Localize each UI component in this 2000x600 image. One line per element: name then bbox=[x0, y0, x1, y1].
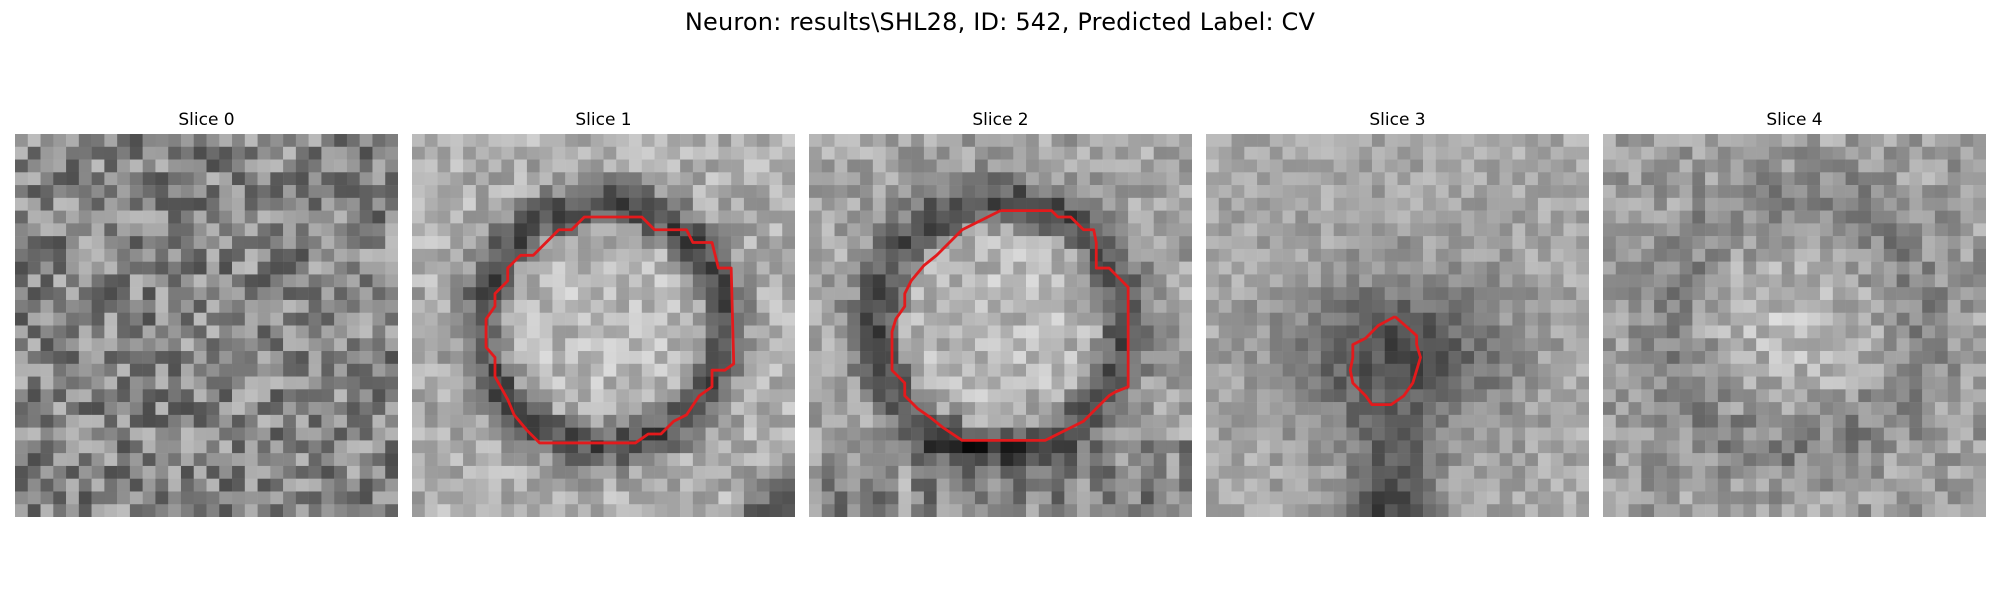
slice-title: Slice 1 bbox=[575, 110, 632, 130]
slice-image bbox=[809, 134, 1192, 517]
slice-panel-0: Slice 0 bbox=[15, 108, 398, 517]
slice-image bbox=[1603, 134, 1986, 517]
segmentation-contour bbox=[890, 209, 1130, 442]
slice-panel-2: Slice 2 bbox=[809, 108, 1192, 517]
slice-panel-3: Slice 3 bbox=[1206, 108, 1589, 517]
slice-image bbox=[15, 134, 398, 517]
slice-title: Slice 4 bbox=[1766, 110, 1823, 130]
segmentation-contour bbox=[484, 215, 736, 445]
slice-title: Slice 2 bbox=[972, 110, 1029, 130]
slice-panel-1: Slice 1 bbox=[412, 108, 795, 517]
slice-title: Slice 3 bbox=[1369, 110, 1426, 130]
slice-image bbox=[412, 134, 795, 517]
slice-panel-4: Slice 4 bbox=[1603, 108, 1986, 517]
figure-title: Neuron: results\SHL28, ID: 542, Predicte… bbox=[684, 8, 1316, 36]
slice-title: Slice 0 bbox=[178, 110, 235, 130]
segmentation-contour bbox=[1348, 315, 1422, 407]
slice-image bbox=[1206, 134, 1589, 517]
